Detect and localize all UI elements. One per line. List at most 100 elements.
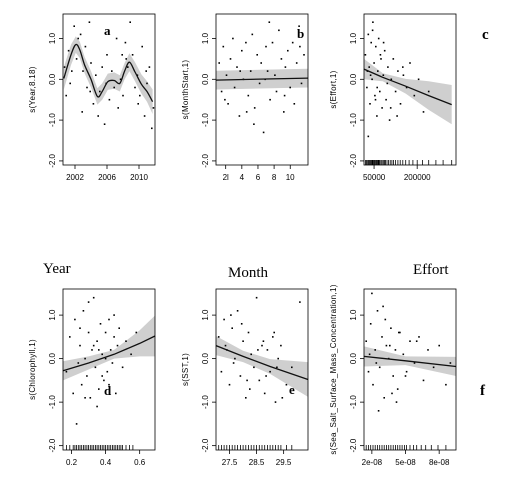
residual-point xyxy=(258,82,261,85)
residual-point xyxy=(385,344,388,347)
x-tick-label: 200000 xyxy=(404,173,431,182)
residual-point xyxy=(75,58,78,60)
residual-point xyxy=(399,103,402,105)
residual-point xyxy=(115,37,118,40)
plot-frame xyxy=(62,288,156,451)
residual-point xyxy=(291,41,294,44)
residual-point xyxy=(394,349,397,351)
residual-point xyxy=(385,98,387,101)
residual-point xyxy=(262,340,265,342)
residual-point xyxy=(236,66,238,68)
x-tick-label: 0.2 xyxy=(66,458,78,467)
residual-point xyxy=(98,388,100,390)
residual-point xyxy=(261,344,263,347)
residual-point xyxy=(372,383,374,386)
residual-point xyxy=(273,331,275,334)
residual-point xyxy=(384,318,387,321)
residual-point xyxy=(103,123,106,125)
residual-point xyxy=(92,296,95,299)
residual-point xyxy=(103,379,105,382)
residual-point xyxy=(391,392,393,395)
residual-point xyxy=(256,54,258,56)
y-tick-label: 0.0 xyxy=(48,352,57,364)
residual-point xyxy=(245,111,248,113)
residual-point xyxy=(86,375,88,377)
residual-point xyxy=(81,111,83,113)
y-tick-label: -2.0 xyxy=(48,438,57,452)
residual-point xyxy=(397,70,399,72)
x-tick-label: 2e-08 xyxy=(362,458,383,467)
residual-point xyxy=(274,401,277,403)
residual-point xyxy=(418,336,420,338)
residual-point xyxy=(372,21,374,23)
residual-point xyxy=(119,78,122,81)
residual-point xyxy=(106,370,109,373)
residual-point xyxy=(376,115,378,117)
residual-point xyxy=(278,29,280,32)
y-tick-label: 1.0 xyxy=(201,309,210,321)
residual-point xyxy=(263,392,266,395)
residual-point xyxy=(299,45,301,48)
residual-point xyxy=(90,62,92,64)
residual-point xyxy=(101,66,103,68)
residual-point xyxy=(65,370,68,373)
y-axis-label: s(Chlorophyll,1) xyxy=(28,339,37,400)
residual-point xyxy=(89,90,91,93)
residual-point xyxy=(121,54,123,56)
residual-point xyxy=(94,366,97,369)
residual-point xyxy=(269,98,271,101)
plot-frame xyxy=(363,288,457,451)
residual-point xyxy=(379,90,381,93)
residual-point xyxy=(109,349,112,351)
residual-point xyxy=(260,62,262,64)
residual-point xyxy=(220,370,223,373)
residual-point xyxy=(106,54,108,56)
residual-point xyxy=(122,94,124,97)
panel-c: 50000 200000 -2.0 -1.0 0.0 1.0 s(Effort,1) xyxy=(329,13,457,182)
residual-point xyxy=(152,107,155,109)
residual-point xyxy=(228,383,231,386)
residual-point xyxy=(404,375,407,377)
residual-point xyxy=(413,362,416,364)
residual-point xyxy=(392,58,395,60)
residual-point xyxy=(238,115,241,117)
residual-point xyxy=(379,54,382,56)
residual-point xyxy=(245,397,247,399)
residual-point xyxy=(124,41,127,44)
residual-point xyxy=(117,107,119,109)
residual-point xyxy=(377,37,380,40)
panel-d: 0.2 0.4 0.6 -2.0 -1.0 0.0 1.0 s(Chlorophyll,1) d xyxy=(28,288,156,467)
residual-point xyxy=(257,349,259,351)
residual-point xyxy=(148,66,151,68)
residual-point xyxy=(398,331,400,334)
residual-point xyxy=(371,292,373,295)
residual-point xyxy=(417,78,420,81)
residual-point xyxy=(79,33,82,36)
residual-point xyxy=(141,45,143,48)
residual-point xyxy=(84,397,86,399)
residual-point xyxy=(378,366,381,369)
x-tick-label: 10 xyxy=(286,173,295,182)
residual-point xyxy=(129,21,131,23)
residual-point xyxy=(74,318,76,321)
x-tick-label: 4 xyxy=(240,173,245,182)
residual-point xyxy=(222,45,225,48)
panel-letter-f-outside: f xyxy=(480,383,486,399)
residual-point xyxy=(368,353,371,356)
residual-point xyxy=(234,357,236,360)
y-tick-label: -1.0 xyxy=(201,113,210,127)
residual-point xyxy=(415,340,418,342)
residual-point xyxy=(280,344,282,347)
residual-point xyxy=(262,131,265,134)
residual-point xyxy=(104,357,107,360)
residual-point xyxy=(373,62,375,64)
residual-point xyxy=(390,327,392,329)
y-axis-label: s(MonthStart,1) xyxy=(181,60,190,120)
residual-point xyxy=(87,331,90,334)
panel-letter-c-outside: c xyxy=(482,27,489,43)
caption-month: Month xyxy=(228,265,269,281)
residual-point xyxy=(396,115,398,117)
residual-point xyxy=(380,58,382,60)
residual-point xyxy=(139,94,141,97)
residual-point xyxy=(131,54,134,56)
